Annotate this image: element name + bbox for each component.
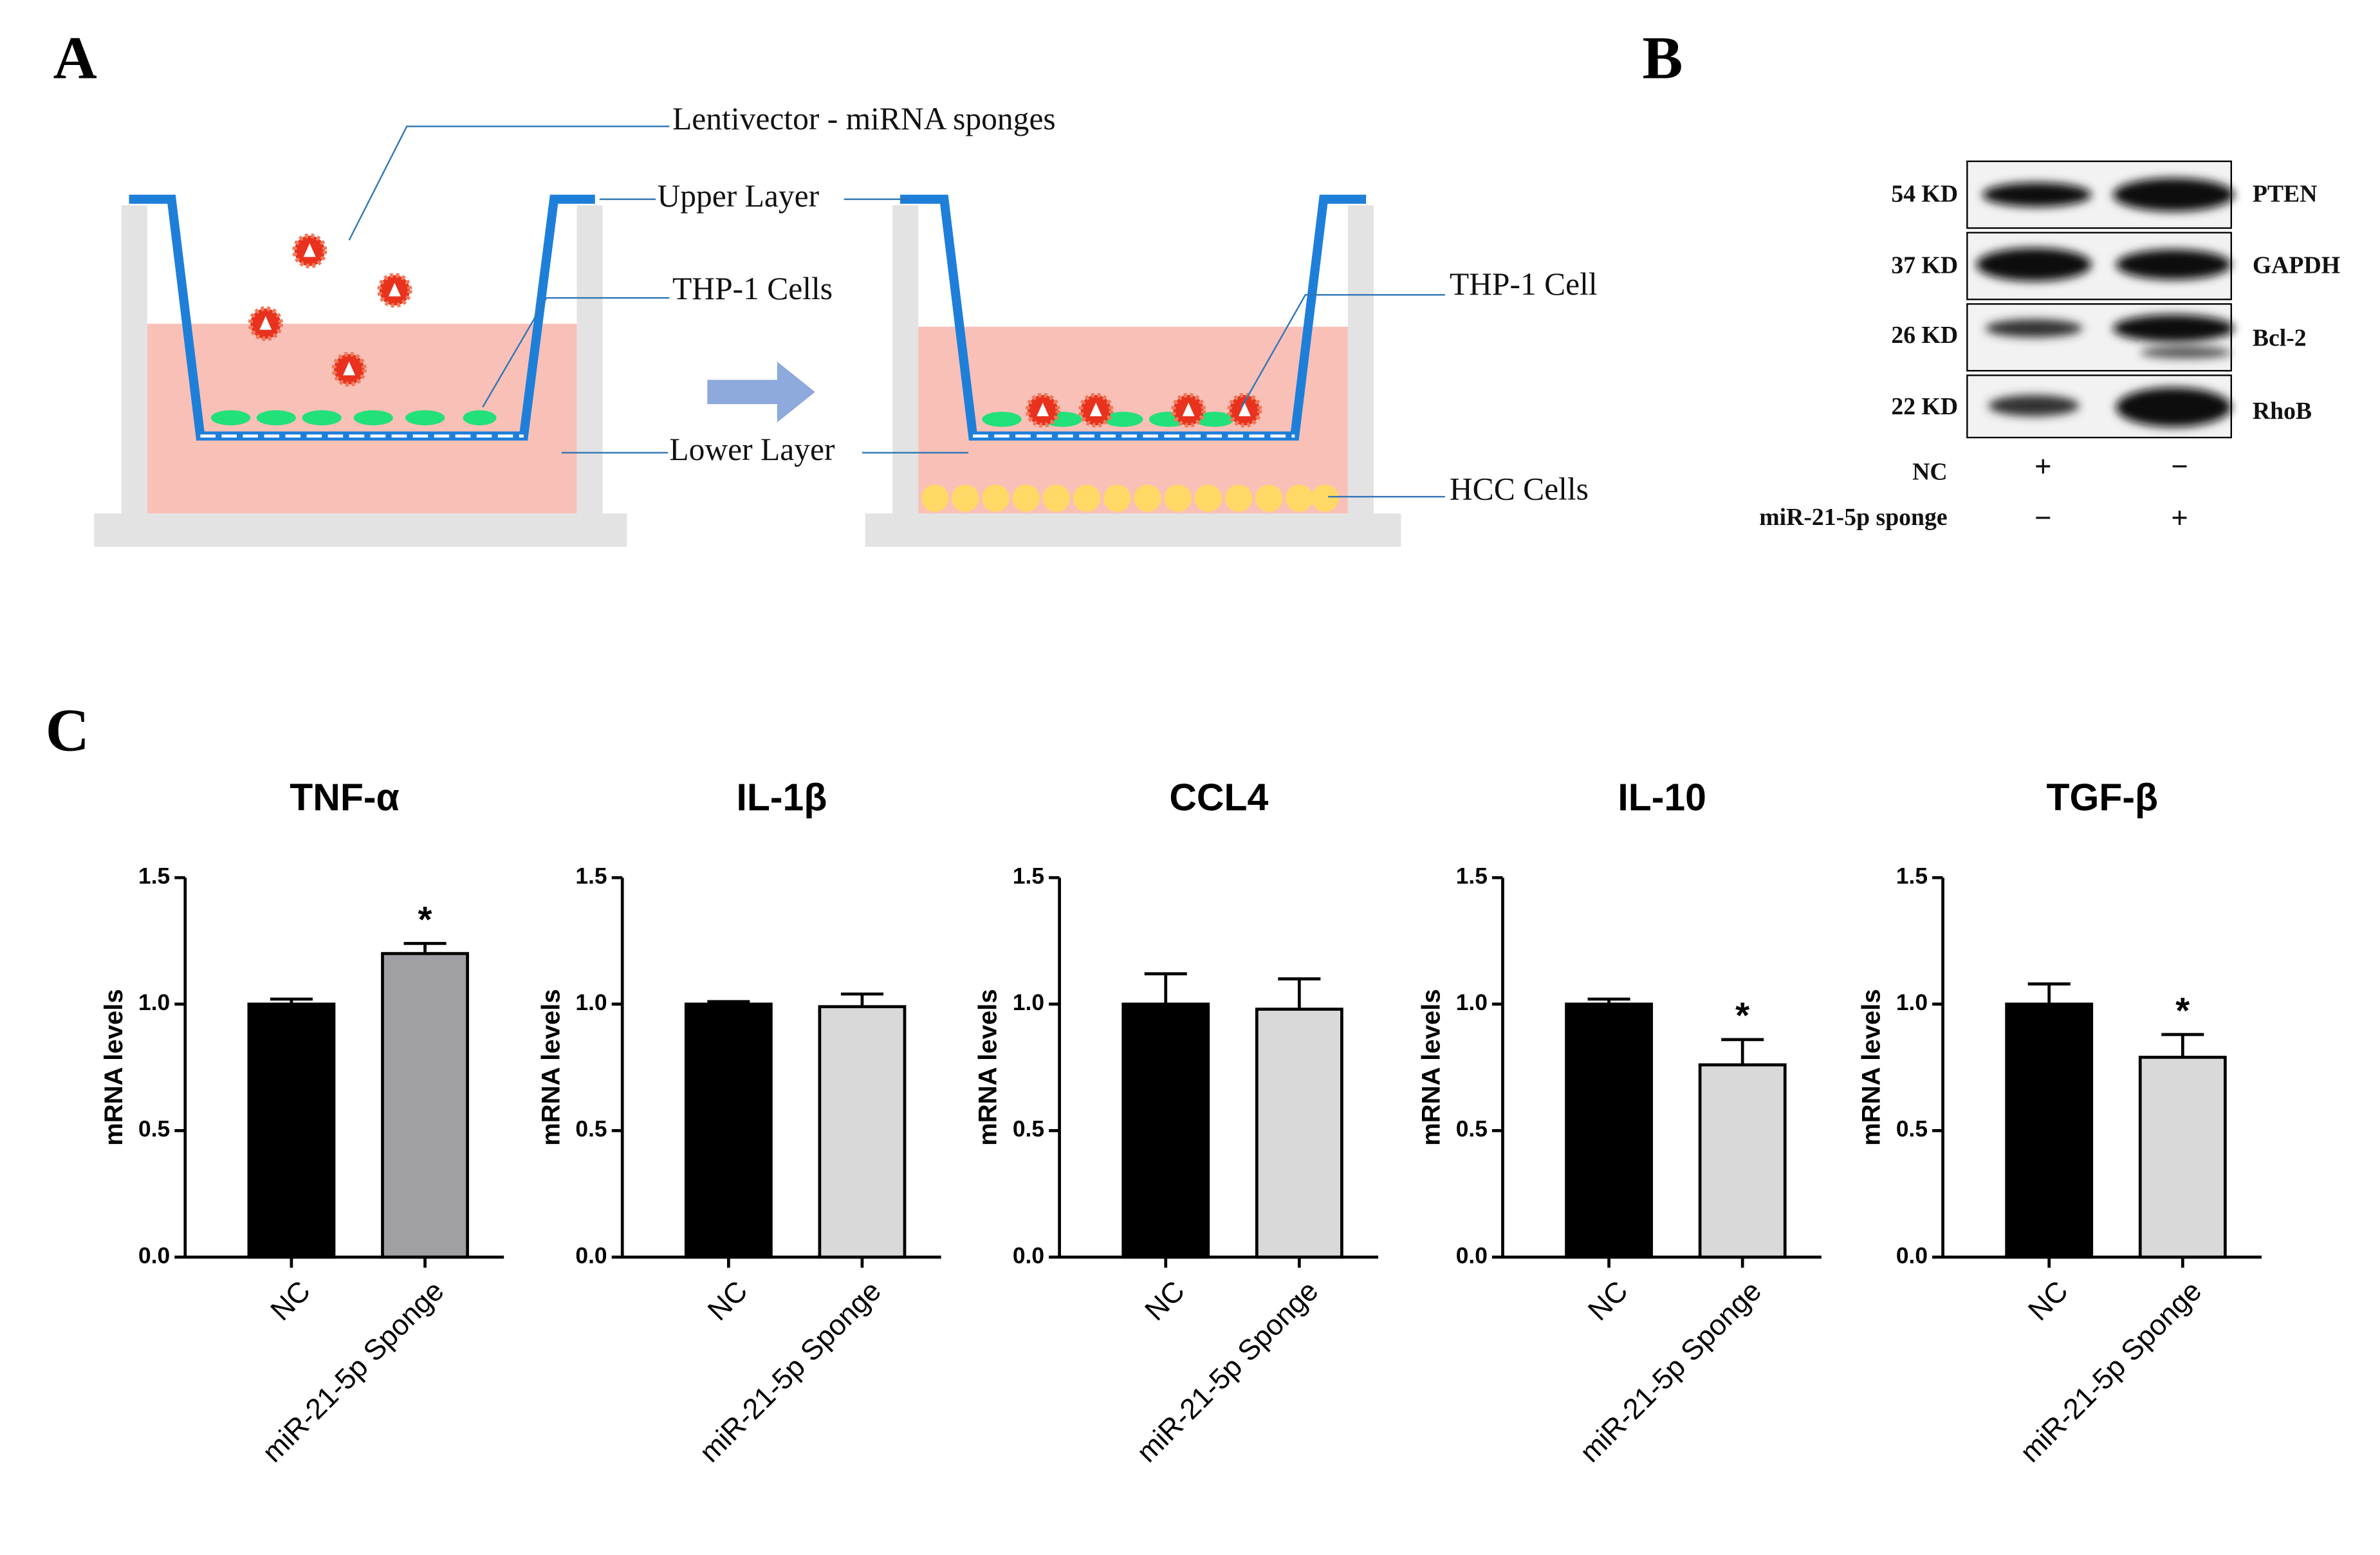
chart-title: CCL4 xyxy=(1169,777,1268,818)
diagram-label: Lower Layer xyxy=(669,432,835,467)
x-tick-label: NC xyxy=(1139,1274,1191,1327)
protein-name: RhoB xyxy=(2253,398,2312,425)
y-tick-label: 1.5 xyxy=(575,864,607,889)
y-tick-label: 0.0 xyxy=(575,1243,607,1268)
y-tick-label: 0.0 xyxy=(1456,1243,1488,1268)
bar xyxy=(1565,1002,1654,1259)
y-tick-label: 1.5 xyxy=(138,864,170,889)
x-tick-label: NC xyxy=(2022,1274,2074,1327)
y-tick-label: 0.0 xyxy=(1896,1243,1928,1268)
band-size: 26 KD xyxy=(1891,322,1958,349)
y-tick-label: 0.0 xyxy=(1013,1243,1044,1268)
arrow xyxy=(707,362,815,423)
group-mark: − xyxy=(2171,450,2188,483)
y-tick-label: 0.5 xyxy=(1456,1117,1488,1142)
x-tick-label: NC xyxy=(1582,1274,1634,1327)
y-tick-label: 0.5 xyxy=(1013,1117,1044,1142)
bar xyxy=(818,1005,907,1259)
y-tick-label: 1.0 xyxy=(1896,990,1928,1015)
bar xyxy=(247,1002,336,1259)
transwell-right xyxy=(865,194,1401,547)
panel-label: B xyxy=(1642,24,1683,91)
protein-name: Bcl-2 xyxy=(2253,325,2307,352)
diagram-label: Upper Layer xyxy=(657,178,819,214)
bar xyxy=(381,952,469,1259)
group-mark: + xyxy=(2171,502,2188,535)
bar xyxy=(684,1002,773,1259)
diagram-label: THP-1 Cells xyxy=(672,271,833,306)
chart-title: TGF-β xyxy=(2047,777,2159,818)
panel-label: C xyxy=(46,697,89,764)
y-tick-label: 0.5 xyxy=(1896,1117,1928,1142)
significance: * xyxy=(2175,990,2190,1031)
band-size: 22 KD xyxy=(1891,393,1958,420)
chart-title: IL-1β xyxy=(736,777,827,818)
y-tick-label: 1.0 xyxy=(1013,990,1044,1015)
y-axis-label: mRNA levels xyxy=(974,989,1002,1146)
blot xyxy=(1966,160,2235,439)
chart-title: IL-10 xyxy=(1618,777,1706,818)
y-tick-label: 0.5 xyxy=(575,1117,607,1142)
y-tick-label: 1.5 xyxy=(1896,864,1928,889)
y-tick-label: 1.0 xyxy=(138,990,170,1015)
significance: * xyxy=(1735,995,1749,1036)
bar xyxy=(1255,1008,1343,1259)
group-mark: + xyxy=(2034,450,2052,483)
bar xyxy=(1121,1002,1210,1259)
bar xyxy=(2138,1055,2227,1259)
y-tick-label: 1.0 xyxy=(1456,990,1488,1015)
y-axis-label: mRNA levels xyxy=(537,989,565,1146)
diagram-label: THP-1 Cell xyxy=(1450,266,1598,302)
panel-label: A xyxy=(53,24,97,91)
y-axis-label: mRNA levels xyxy=(1417,989,1446,1146)
band-size: 37 KD xyxy=(1891,252,1958,279)
diagram-label: Lentivector - miRNA sponges xyxy=(672,101,1056,136)
band-size: 54 KD xyxy=(1891,181,1958,208)
y-tick-label: 1.5 xyxy=(1456,864,1488,889)
bar xyxy=(1698,1063,1787,1259)
diagram-label: HCC Cells xyxy=(1450,471,1589,506)
y-tick-label: 0.5 xyxy=(138,1117,170,1142)
group-label: miR-21-5p sponge xyxy=(1759,504,1947,531)
group-label: NC xyxy=(1912,458,1948,485)
x-tick-label: NC xyxy=(264,1274,317,1327)
transwell-left xyxy=(94,194,627,547)
y-axis-label: mRNA levels xyxy=(1858,989,1886,1146)
y-axis-label: mRNA levels xyxy=(100,989,128,1146)
chart-title: TNF-α xyxy=(290,777,400,818)
group-mark: − xyxy=(2034,502,2052,535)
protein-name: GAPDH xyxy=(2253,252,2340,279)
leader-lines xyxy=(348,125,1445,498)
significance: * xyxy=(418,899,432,939)
protein-name: PTEN xyxy=(2253,181,2318,208)
y-tick-label: 1.5 xyxy=(1013,864,1044,889)
y-tick-label: 0.0 xyxy=(138,1243,170,1268)
y-tick-label: 1.0 xyxy=(575,990,607,1015)
bar xyxy=(2005,1002,2094,1259)
x-tick-label: NC xyxy=(701,1274,753,1327)
